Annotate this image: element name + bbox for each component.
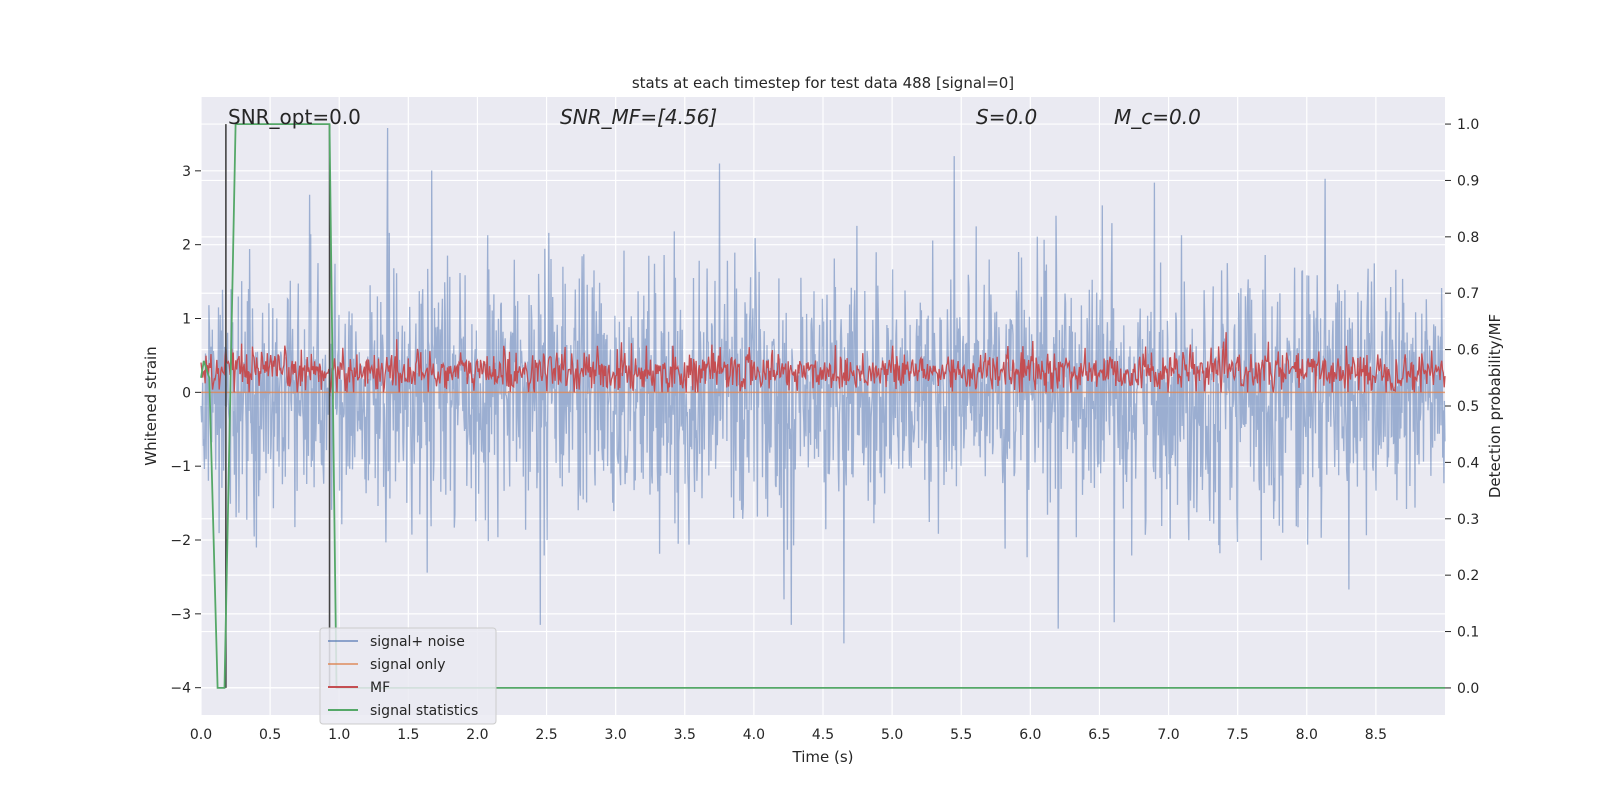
annotations: SNR_opt=0.0 SNR_MF=[4.56] S=0.0 M_c=0.0 <box>228 105 1201 129</box>
legend-label-signal-noise: signal+ noise <box>370 634 465 650</box>
x-axis-label: Time (s) <box>792 748 854 766</box>
x-tick-label: 8.0 <box>1296 727 1318 743</box>
x-tick-label: 7.0 <box>1157 727 1179 743</box>
legend: signal+ noise signal only MF signal stat… <box>319 627 497 725</box>
legend-label-signal-statistics: signal statistics <box>370 703 478 719</box>
x-tick-label: 5.5 <box>950 727 972 743</box>
y2-tick-label: 0.6 <box>1457 343 1479 359</box>
x-tick-label: 1.0 <box>328 727 350 743</box>
y2-tick-label: 1.0 <box>1457 117 1479 133</box>
x-tick-label: 4.0 <box>743 727 765 743</box>
annotation-snr-opt: SNR_opt=0.0 <box>228 105 361 129</box>
x-tick-label: 6.0 <box>1019 727 1041 743</box>
y-tick-label: −3 <box>170 607 191 623</box>
x-tick-label: 2.5 <box>535 727 557 743</box>
y-tick-label: −1 <box>170 459 191 475</box>
y-axis-label: Whitened strain <box>142 346 160 465</box>
y2-tick-label: 0.7 <box>1457 286 1479 302</box>
x-tick-label: 6.5 <box>1088 727 1110 743</box>
legend-box <box>319 627 497 725</box>
y2-tick-label: 0.0 <box>1457 681 1479 697</box>
y-tick-label: 2 <box>182 238 191 254</box>
y2-tick-label: 0.3 <box>1457 512 1479 528</box>
legend-label-mf: MF <box>370 680 390 696</box>
x-tick-label: 3.5 <box>674 727 696 743</box>
x-tick-label: 1.5 <box>397 727 419 743</box>
annotation-snr-mf: SNR_MF=[4.56] <box>560 105 717 129</box>
y2-tick-label: 0.5 <box>1457 399 1479 415</box>
y2-axis-label: Detection probability/MF <box>1486 314 1504 498</box>
x-tick-label: 4.5 <box>812 727 834 743</box>
x-tick-label: 2.0 <box>466 727 488 743</box>
x-tick-label: 3.0 <box>605 727 627 743</box>
y-tick-label: −2 <box>170 533 191 549</box>
y-tick-label: 1 <box>182 312 191 328</box>
y-tick-label: −4 <box>170 681 191 697</box>
annotation-s: S=0.0 <box>976 105 1037 129</box>
tick-labels: 0.0 0.5 1.0 1.5 2.0 2.5 3.0 3.5 4.0 4.5 5.0 5.5 6.0 6… <box>170 117 1479 743</box>
chart-title: stats at each timestep for test data 488… <box>632 74 1014 92</box>
y2-tick-label: 0.8 <box>1457 230 1479 246</box>
y2-tick-label: 0.2 <box>1457 568 1479 584</box>
legend-label-signal-only: signal only <box>370 657 445 673</box>
y2-tick-label: 0.1 <box>1457 625 1479 641</box>
x-tick-label: 5.0 <box>881 727 903 743</box>
y2-tick-label: 0.9 <box>1457 173 1479 189</box>
series-mf <box>200 332 1446 393</box>
y2-tick-label: 0.4 <box>1457 455 1479 471</box>
x-tick-label: 8.5 <box>1365 727 1387 743</box>
y-tick-label: 0 <box>182 385 191 401</box>
x-tick-label: 7.5 <box>1227 727 1249 743</box>
annotation-mc: M_c=0.0 <box>1114 105 1201 129</box>
y-tick-label: 3 <box>182 164 191 180</box>
x-tick-label: 0.5 <box>259 727 281 743</box>
x-tick-label: 0.0 <box>190 727 212 743</box>
